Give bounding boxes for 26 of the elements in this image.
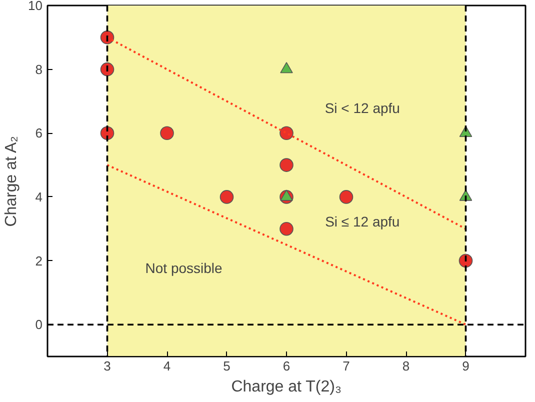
x-tick-label: 7 bbox=[342, 358, 350, 374]
point bbox=[220, 190, 234, 204]
x-tick-label: 8 bbox=[402, 358, 410, 374]
point bbox=[458, 254, 473, 268]
x-tick-label: 9 bbox=[462, 358, 470, 374]
y-axis-title: Charge at A₂ bbox=[3, 136, 20, 227]
annotation: Not possible bbox=[145, 260, 223, 276]
y-tick-label: 0 bbox=[35, 317, 43, 332]
point bbox=[280, 222, 294, 236]
y-tick-label: 10 bbox=[28, 0, 43, 13]
x-tick-label: 3 bbox=[104, 358, 111, 374]
point bbox=[339, 190, 354, 204]
point bbox=[100, 62, 114, 76]
y-tick-label: 6 bbox=[35, 126, 43, 141]
y-tick-label: 2 bbox=[35, 253, 43, 268]
x-axis-title: Charge at T(2)₃ bbox=[231, 378, 342, 396]
x-tick-label: 6 bbox=[282, 358, 290, 374]
y-tick-label: 4 bbox=[35, 189, 43, 204]
annotation: Si < 12 apfu bbox=[324, 100, 400, 116]
y-tick-label: 8 bbox=[35, 62, 43, 77]
point bbox=[280, 158, 294, 172]
x-tick-label: 4 bbox=[163, 358, 171, 374]
x-tick-label: 5 bbox=[223, 358, 230, 374]
annotation: Si ≤ 12 apfu bbox=[325, 214, 400, 230]
point bbox=[160, 126, 174, 140]
point bbox=[280, 126, 294, 140]
